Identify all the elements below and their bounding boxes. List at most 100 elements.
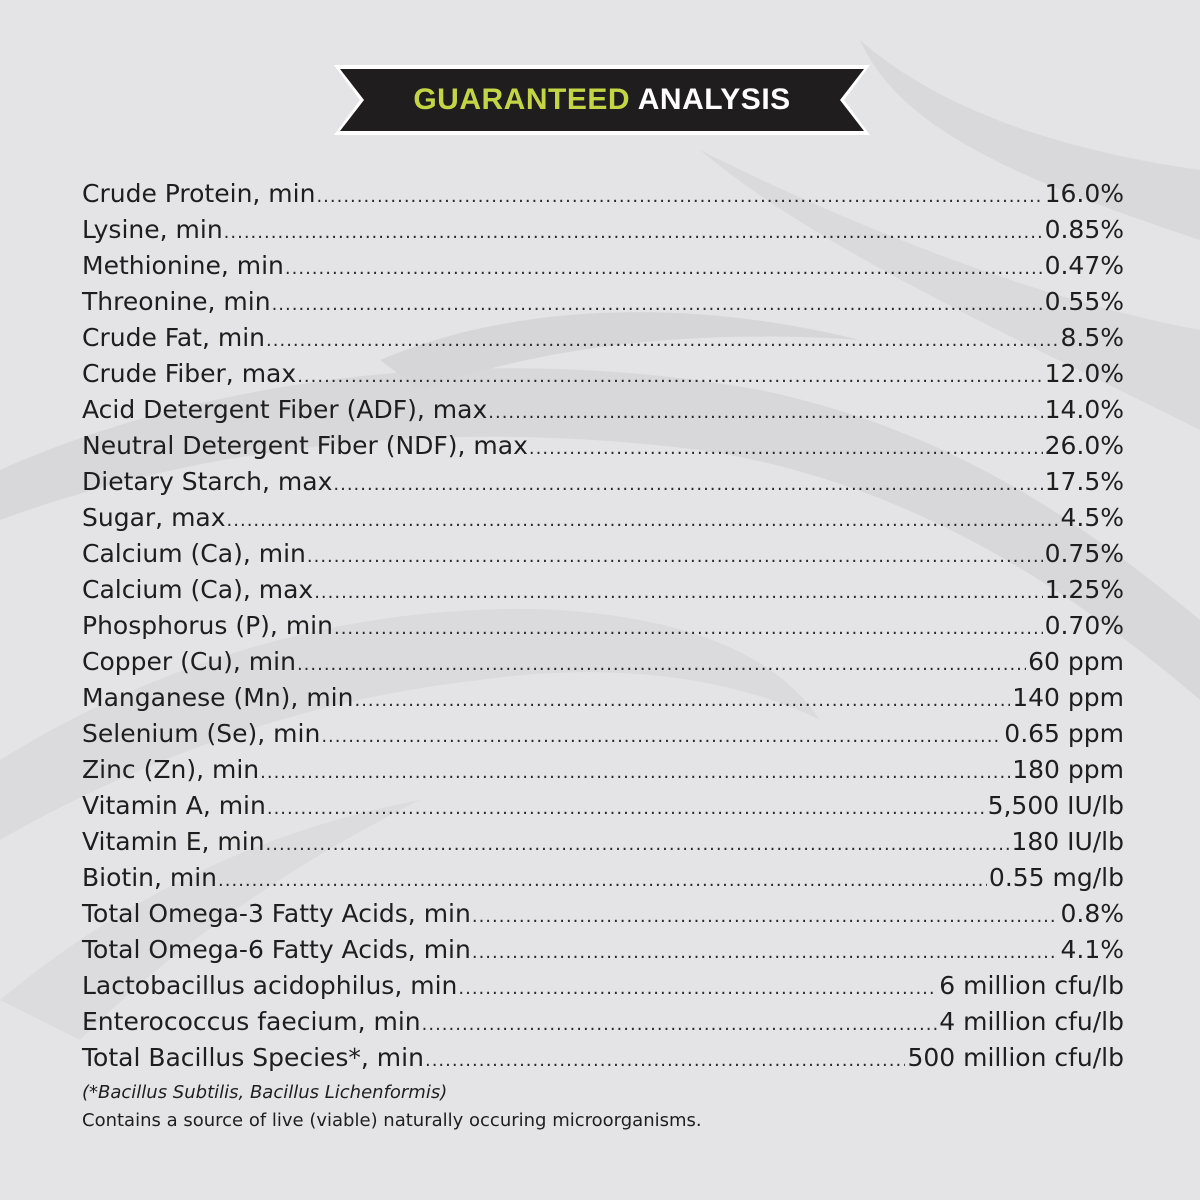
analysis-row-value: 0.75% (1044, 539, 1124, 568)
analysis-row-value: 0.8% (1060, 899, 1124, 928)
analysis-row-label: Biotin, min (82, 863, 218, 892)
dot-leader (272, 287, 1043, 323)
dot-leader (267, 791, 986, 827)
analysis-row-label: Manganese (Mn), min (82, 683, 354, 712)
analysis-row-value: 500 million cfu/lb (907, 1043, 1124, 1072)
dot-leader (297, 647, 1026, 683)
analysis-row-label: Crude Fat, min (82, 323, 266, 352)
analysis-row-label: Dietary Starch, max (82, 467, 333, 496)
dot-leader (260, 755, 1010, 791)
analysis-row-value: 14.0% (1044, 395, 1124, 424)
analysis-row-value: 0.85% (1044, 215, 1124, 244)
analysis-row-label: Crude Fiber, max (82, 359, 297, 388)
analysis-row: Selenium (Se), min 0.65 ppm (82, 716, 1124, 752)
analysis-row-value: 0.70% (1044, 611, 1124, 640)
banner-ribbon-shape (334, 65, 870, 135)
microorganism-note: Contains a source of live (viable) natur… (82, 1110, 702, 1131)
dot-leader (227, 503, 1059, 539)
banner-title: GUARANTEED ANALYSIS (334, 65, 870, 135)
dot-leader (266, 323, 1058, 359)
dot-leader (472, 935, 1059, 971)
analysis-row: Crude Protein, min 16.0% (82, 176, 1124, 212)
analysis-row: Crude Fiber, max 12.0% (82, 356, 1124, 392)
analysis-row: Methionine, min 0.47% (82, 248, 1124, 284)
analysis-row-label: Lysine, min (82, 215, 223, 244)
analysis-row: Zinc (Zn), min 180 ppm (82, 752, 1124, 788)
dot-leader (224, 215, 1043, 251)
banner-title-accent-word: GUARANTEED (413, 83, 630, 116)
analysis-row-label: Total Bacillus Species*, min (82, 1043, 424, 1072)
dot-leader (334, 611, 1043, 647)
analysis-row-value: 12.0% (1044, 359, 1124, 388)
analysis-row: Enterococcus faecium, min 4 million cfu/l… (82, 1004, 1124, 1040)
analysis-row-label: Calcium (Ca), max (82, 575, 314, 604)
analysis-row: Acid Detergent Fiber (ADF), max 14.0% (82, 392, 1124, 428)
analysis-row: Total Bacillus Species*, min 500 million … (82, 1040, 1124, 1076)
analysis-row-value: 8.5% (1060, 323, 1124, 352)
dot-leader (307, 539, 1043, 575)
analysis-row-label: Vitamin A, min (82, 791, 266, 820)
dot-leader (316, 179, 1042, 215)
analysis-row-value: 0.47% (1044, 251, 1124, 280)
analysis-row-value: 140 ppm (1012, 683, 1124, 712)
analysis-row-value: 16.0% (1044, 179, 1124, 208)
analysis-row-label: Copper (Cu), min (82, 647, 296, 676)
analysis-row: Total Omega-6 Fatty Acids, min 4.1% (82, 932, 1124, 968)
analysis-row-label: Lactobacillus acidophilus, min (82, 971, 458, 1000)
analysis-row-label: Phosphorus (P), min (82, 611, 333, 640)
analysis-row-label: Vitamin E, min (82, 827, 265, 856)
analysis-row: Neutral Detergent Fiber (NDF), max 26.0% (82, 428, 1124, 464)
analysis-row-label: Acid Detergent Fiber (ADF), max (82, 395, 488, 424)
analysis-row-value: 0.65 ppm (1004, 719, 1124, 748)
analysis-row-label: Zinc (Zn), min (82, 755, 260, 784)
analysis-row: Sugar, max 4.5% (82, 500, 1124, 536)
dot-leader (314, 575, 1042, 611)
dot-leader (472, 899, 1059, 935)
dot-leader (529, 431, 1043, 467)
analysis-row-label: Calcium (Ca), min (82, 539, 306, 568)
analysis-row: Copper (Cu), min 60 ppm (82, 644, 1124, 680)
analysis-row: Crude Fat, min 8.5% (82, 320, 1124, 356)
analysis-row-value: 5,500 IU/lb (987, 791, 1124, 820)
analysis-row-label: Total Omega-6 Fatty Acids, min (82, 935, 471, 964)
dot-leader (218, 863, 987, 899)
analysis-row: Calcium (Ca), max 1.25% (82, 572, 1124, 608)
analysis-row-value: 0.55 mg/lb (988, 863, 1124, 892)
analysis-row-value: 180 IU/lb (1011, 827, 1124, 856)
analysis-row-label: Enterococcus faecium, min (82, 1007, 421, 1036)
analysis-row: Vitamin E, min 180 IU/lb (82, 824, 1124, 860)
analysis-row-value: 6 million cfu/lb (939, 971, 1124, 1000)
analysis-row-value: 60 ppm (1028, 647, 1124, 676)
dot-leader (321, 719, 1002, 755)
bacillus-footnote: (*Bacillus Subtilis, Bacillus Lichenform… (82, 1082, 448, 1103)
dot-leader (458, 971, 937, 1007)
analysis-row-label: Selenium (Se), min (82, 719, 321, 748)
dot-leader (422, 1007, 938, 1043)
analysis-row-label: Crude Protein, min (82, 179, 316, 208)
analysis-row: Threonine, min 0.55% (82, 284, 1124, 320)
analysis-row-label: Threonine, min (82, 287, 271, 316)
analysis-row-value: 4.5% (1060, 503, 1124, 532)
analysis-row: Lactobacillus acidophilus, min 6 million … (82, 968, 1124, 1004)
analysis-row-value: 4.1% (1060, 935, 1124, 964)
analysis-row: Biotin, min 0.55 mg/lb (82, 860, 1124, 896)
analysis-row-value: 1.25% (1044, 575, 1124, 604)
analysis-row-label: Neutral Detergent Fiber (NDF), max (82, 431, 528, 460)
analysis-row-value: 17.5% (1044, 467, 1124, 496)
dot-leader (488, 395, 1042, 431)
analysis-row: Manganese (Mn), min 140 ppm (82, 680, 1124, 716)
dot-leader (266, 827, 1010, 863)
dot-leader (297, 359, 1042, 395)
analysis-row-value: 26.0% (1044, 431, 1124, 460)
analysis-row-value: 180 ppm (1012, 755, 1124, 784)
analysis-row-label: Sugar, max (82, 503, 226, 532)
dot-leader (333, 467, 1042, 503)
dot-leader (354, 683, 1010, 719)
analysis-row: Phosphorus (P), min 0.70% (82, 608, 1124, 644)
analysis-row: Total Omega-3 Fatty Acids, min 0.8% (82, 896, 1124, 932)
analysis-row-label: Methionine, min (82, 251, 284, 280)
banner-title-main-word: ANALYSIS (637, 83, 791, 116)
analysis-row-value: 0.55% (1044, 287, 1124, 316)
analysis-row-label: Total Omega-3 Fatty Acids, min (82, 899, 471, 928)
analysis-row: Dietary Starch, max 17.5% (82, 464, 1124, 500)
